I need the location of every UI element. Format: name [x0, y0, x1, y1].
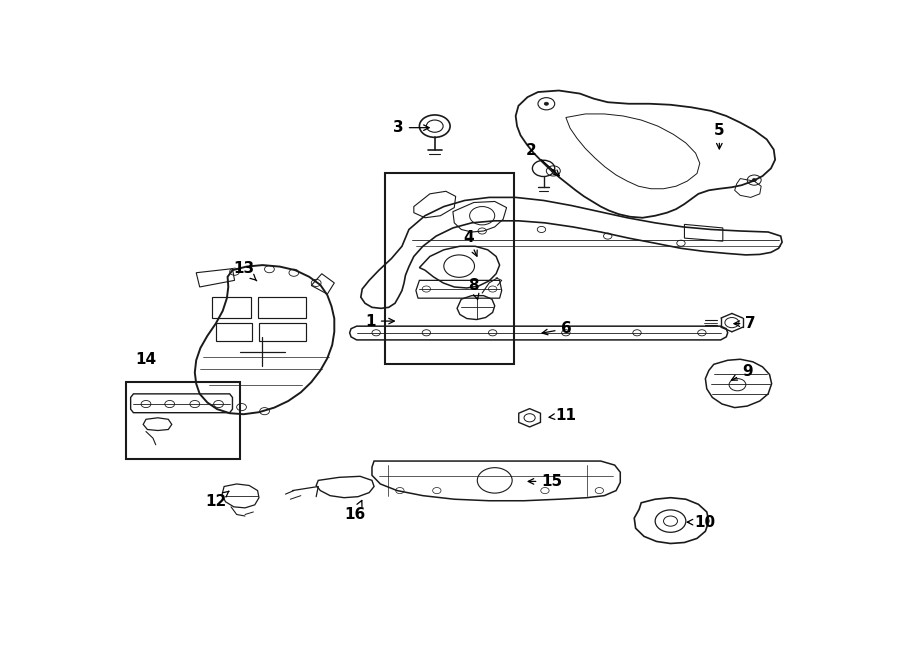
Bar: [126, 382, 240, 459]
Text: 12: 12: [205, 491, 229, 509]
Text: 11: 11: [549, 408, 576, 423]
Text: 15: 15: [528, 474, 562, 489]
Bar: [384, 173, 514, 364]
Text: 10: 10: [688, 515, 716, 529]
Text: 7: 7: [734, 316, 756, 331]
Text: 16: 16: [345, 500, 366, 522]
Circle shape: [752, 178, 756, 182]
Text: 1: 1: [365, 313, 394, 329]
Circle shape: [551, 169, 555, 173]
Text: 9: 9: [732, 364, 752, 380]
Text: 5: 5: [714, 123, 724, 149]
Text: 8: 8: [469, 278, 479, 299]
Text: 3: 3: [393, 120, 429, 135]
Circle shape: [544, 102, 548, 105]
Text: 2: 2: [526, 143, 559, 176]
Text: 14: 14: [135, 352, 157, 367]
Text: 4: 4: [463, 229, 477, 256]
Text: 13: 13: [233, 261, 256, 281]
Text: 6: 6: [542, 321, 572, 336]
